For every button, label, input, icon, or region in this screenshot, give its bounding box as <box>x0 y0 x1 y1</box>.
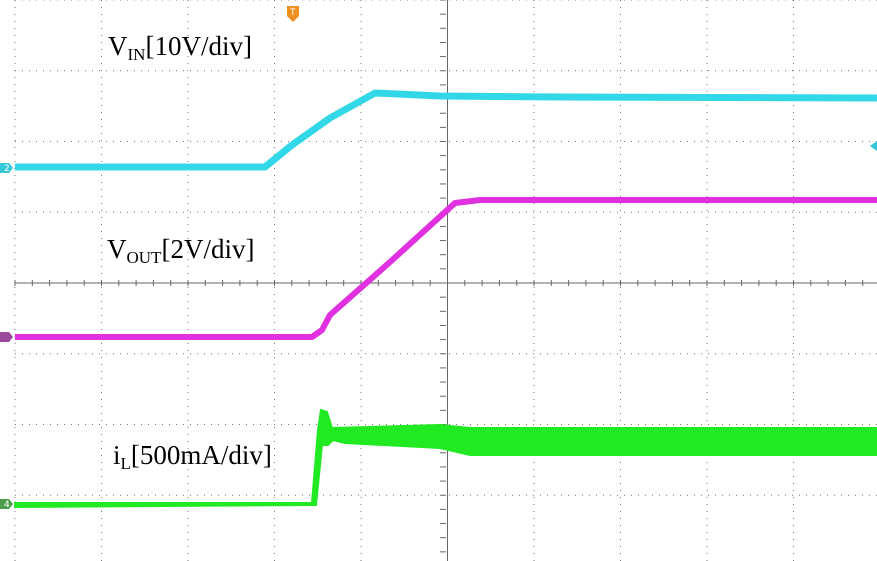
level-marker <box>870 141 877 151</box>
trigger-marker: T <box>287 6 299 22</box>
vin-sub: IN <box>128 45 146 64</box>
il-unit: [500mA/div] <box>131 440 272 470</box>
il-sub: L <box>121 454 131 473</box>
vin-unit: [10V/div] <box>145 31 251 61</box>
trigger-marker-label: T <box>289 8 296 18</box>
ch4-marker-label: 4 <box>4 500 10 510</box>
vout-label: VOUT[2V/div] <box>107 234 254 267</box>
il-main: i <box>113 440 121 470</box>
vin-trace <box>15 89 877 171</box>
vout-unit: [2V/div] <box>161 234 254 264</box>
vout-main: V <box>107 234 127 264</box>
vout-trace <box>15 197 877 340</box>
vin-main: V <box>108 31 128 61</box>
il-label: iL[500mA/div] <box>113 440 272 473</box>
ch4-marker: 4 <box>0 499 13 510</box>
ch3-marker <box>0 332 13 342</box>
il-trace <box>14 408 877 509</box>
ch2-marker-label: 2 <box>4 164 10 174</box>
vin-label: VIN[10V/div] <box>108 31 252 64</box>
vout-sub: OUT <box>127 248 163 267</box>
ch2-marker: 2 <box>0 163 13 174</box>
